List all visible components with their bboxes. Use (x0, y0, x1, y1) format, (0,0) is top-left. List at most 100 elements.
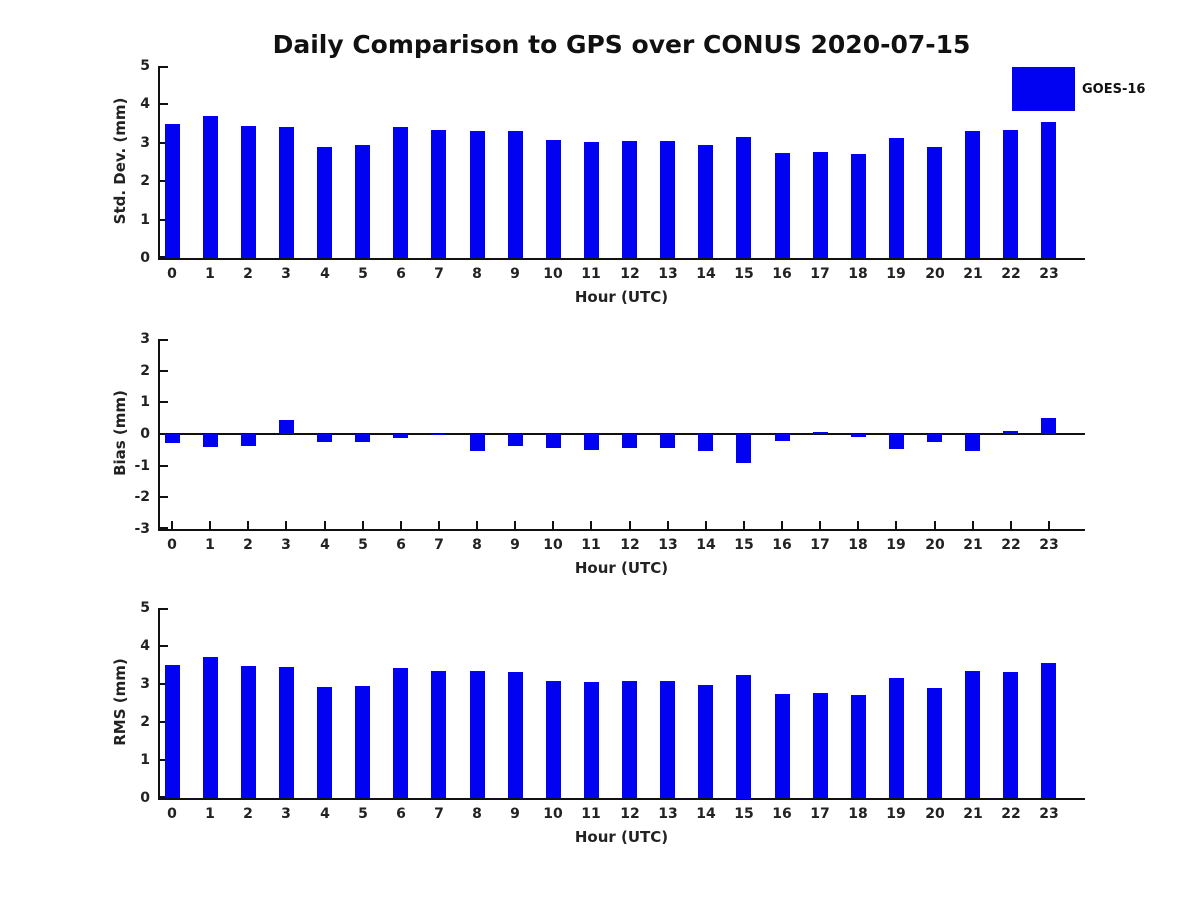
x-tick-label: 5 (358, 537, 368, 553)
x-tick (743, 521, 745, 529)
x-tick-label: 5 (358, 806, 368, 822)
bar (927, 147, 942, 258)
y-tick (160, 608, 168, 610)
bar (851, 434, 866, 437)
y-tick-label: 3 (140, 135, 150, 151)
bar (584, 434, 599, 450)
bar (431, 434, 446, 435)
x-tick-label: 3 (281, 266, 291, 282)
x-tick-label: 3 (281, 806, 291, 822)
plot-area: 0 1 2 3 4 5 0 1 2 3 4 5 6 7 8 9 10 11 12 13 14 15 16 17 18 19 20 21… (140, 58, 1085, 282)
bar (241, 126, 256, 258)
x-tick-label: 0 (167, 537, 177, 553)
bar (546, 681, 561, 798)
x-tick-label: 10 (543, 266, 563, 282)
x-tick-label: 11 (581, 266, 601, 282)
x-tick (438, 521, 440, 529)
bar (698, 685, 713, 798)
x-tick-label: 21 (963, 537, 983, 553)
x-tick-label: 10 (543, 806, 563, 822)
x-tick (324, 521, 326, 529)
x-tick (781, 521, 783, 529)
y-tick (160, 721, 168, 723)
x-tick-label: 8 (472, 266, 482, 282)
x-tick (1048, 521, 1050, 529)
bar (965, 434, 980, 451)
y-tick (160, 796, 168, 798)
bar (660, 681, 675, 798)
plot-area: -3 -2 -1 0 1 2 3 0 1 2 3 4 5 6 7 8 9 10 11 12 13 14 15 16 17 18 19… (134, 331, 1085, 553)
y-tick-label: 1 (140, 752, 150, 768)
plot-area: 0 1 2 3 4 5 0 1 2 3 4 5 6 7 8 9 10 11 12 13 14 15 16 17 18 19 20 21… (140, 600, 1085, 822)
bar (203, 657, 218, 798)
x-tick-label: 0 (167, 266, 177, 282)
y-tick (160, 142, 168, 144)
x-tick-label: 18 (848, 537, 868, 553)
y-tick-label: -3 (134, 521, 150, 537)
x-tick-label: 3 (281, 537, 291, 553)
bar (355, 434, 370, 442)
x-tick-label: 6 (396, 266, 406, 282)
x-tick-label: 12 (620, 806, 640, 822)
x-tick-label: 14 (696, 537, 716, 553)
bar (355, 686, 370, 798)
x-tick-label: 16 (772, 537, 792, 553)
bar (1003, 672, 1018, 798)
x-tick (857, 521, 859, 529)
x-tick-label: 4 (320, 806, 330, 822)
y-tick (160, 103, 168, 105)
x-tick (629, 521, 631, 529)
x-tick (705, 521, 707, 529)
y-tick-label: 2 (140, 173, 150, 189)
x-tick-label: 18 (848, 266, 868, 282)
x-tick-label: 10 (543, 537, 563, 553)
legend-label: GOES-16 (1082, 81, 1146, 97)
bar (279, 127, 294, 258)
bar (470, 434, 485, 451)
x-axis-label: Hour (UTC) (574, 288, 669, 306)
x-tick-label: 12 (620, 537, 640, 553)
x-tick-label: 17 (810, 266, 830, 282)
bar (851, 695, 866, 798)
bar (279, 420, 294, 434)
x-tick-label: 19 (886, 806, 906, 822)
x-tick-label: 5 (358, 266, 368, 282)
bar (241, 666, 256, 798)
bar (393, 127, 408, 258)
x-tick-label: 15 (734, 266, 754, 282)
bar (660, 434, 675, 448)
x-tick-label: 0 (167, 806, 177, 822)
bar (622, 141, 637, 258)
bar (965, 131, 980, 258)
x-tick (285, 521, 287, 529)
x-tick (819, 521, 821, 529)
bar (508, 672, 523, 798)
bar (775, 694, 790, 798)
x-tick-label: 1 (205, 266, 215, 282)
bar (165, 665, 180, 798)
x-tick (476, 521, 478, 529)
bar (317, 687, 332, 798)
bar (508, 434, 523, 446)
y-tick-label: 2 (140, 714, 150, 730)
y-tick (160, 527, 168, 529)
y-tick-label: 3 (140, 331, 150, 347)
bar (1041, 418, 1056, 434)
x-tick-label: 13 (658, 806, 678, 822)
bar (470, 671, 485, 798)
bar (1041, 663, 1056, 798)
x-tick-label: 2 (243, 537, 253, 553)
x-tick (972, 521, 974, 529)
bar (698, 434, 713, 451)
bar (660, 141, 675, 258)
x-tick-label: 21 (963, 806, 983, 822)
bar (431, 671, 446, 798)
x-tick-label: 8 (472, 806, 482, 822)
x-tick-label: 12 (620, 266, 640, 282)
y-tick (160, 465, 168, 467)
x-tick-label: 9 (510, 806, 520, 822)
y-tick (160, 219, 168, 221)
bar (546, 140, 561, 258)
y-tick-label: 4 (140, 96, 150, 112)
